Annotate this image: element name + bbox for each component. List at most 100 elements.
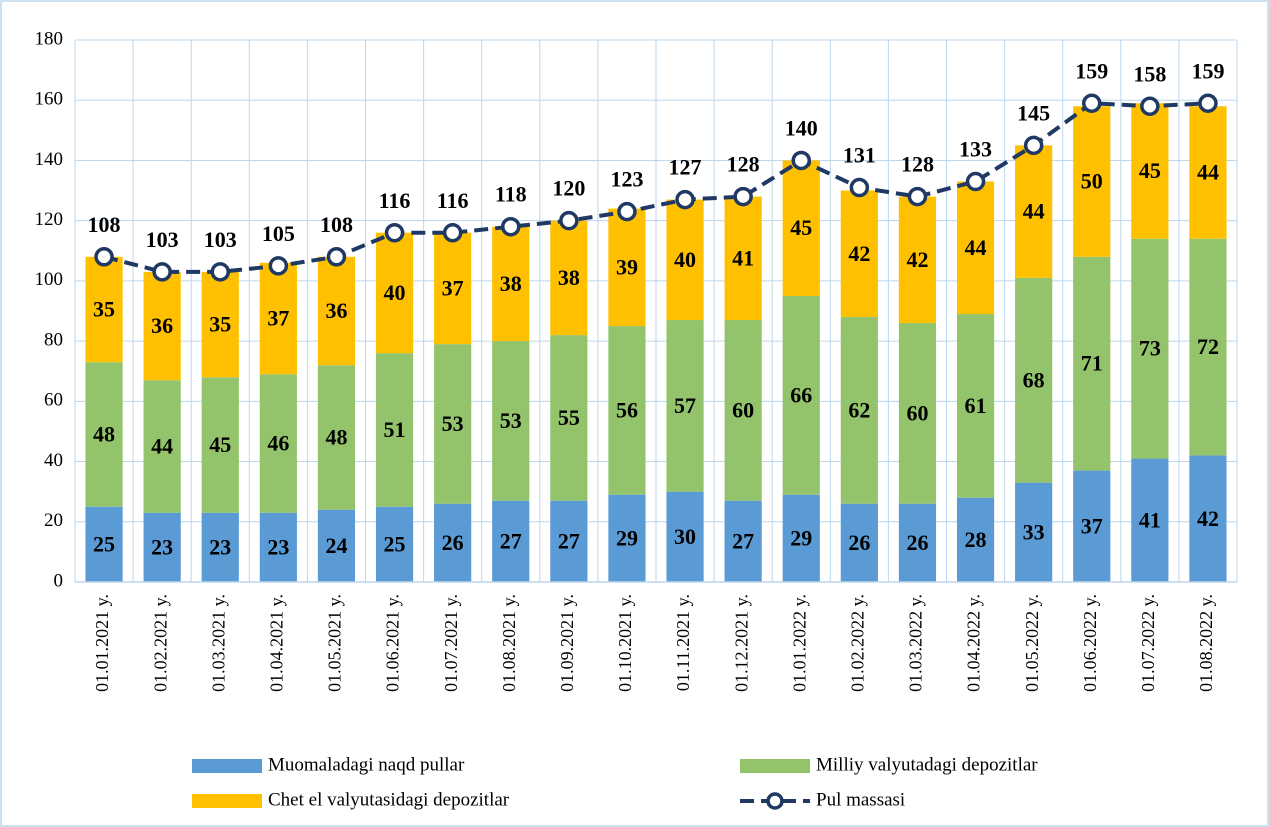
data-label: 44 [1023, 199, 1045, 224]
bar-segment [1189, 106, 1227, 239]
data-label: 37 [442, 275, 464, 300]
bar-segment [898, 503, 937, 582]
bar-segment [724, 500, 762, 582]
bar-segment [1073, 470, 1111, 582]
line-marker [617, 201, 637, 222]
data-label: 26 [906, 530, 928, 555]
x-tick-label: 01.07.2021 y. [441, 594, 461, 692]
x-tick-label: 01.02.2021 y. [150, 594, 170, 692]
bar-segment [492, 341, 530, 501]
line-marker [152, 262, 172, 282]
bar-segment [317, 509, 356, 582]
y-tick-label: 20 [44, 510, 63, 531]
total-label: 116 [437, 188, 469, 213]
line-marker [675, 189, 695, 210]
data-label: 39 [616, 254, 638, 279]
data-label: 44 [965, 235, 987, 260]
legend-label: Chet el valyutasidagi depozitlar [268, 789, 510, 810]
bar-segment [143, 512, 181, 582]
y-tick-label: 120 [35, 209, 64, 230]
data-label: 30 [674, 524, 696, 549]
data-label: 66 [790, 382, 812, 407]
bar-segment [666, 320, 704, 492]
data-label: 50 [1081, 169, 1103, 194]
data-label: 68 [1023, 367, 1045, 392]
bar-segment [492, 226, 530, 342]
data-label: 41 [732, 245, 754, 270]
bar-segment [317, 365, 356, 510]
data-label: 72 [1197, 334, 1219, 359]
data-label: 36 [151, 313, 173, 338]
data-label: 38 [500, 271, 522, 296]
data-label: 57 [674, 393, 696, 418]
bar-segment [724, 320, 762, 501]
data-label: 48 [325, 425, 347, 450]
bar-segment [143, 380, 181, 513]
data-label: 45 [209, 432, 231, 457]
line-marker [1082, 93, 1102, 113]
bar-segment [1015, 277, 1053, 483]
bar-segment [317, 256, 356, 366]
data-label: 44 [151, 434, 173, 459]
data-label: 71 [1081, 351, 1103, 376]
x-tick-label: 01.09.2021 y. [557, 594, 577, 692]
bar-segment [782, 494, 820, 582]
total-label: 103 [146, 227, 179, 252]
y-tick-label: 60 [44, 390, 63, 411]
data-label: 28 [965, 527, 987, 552]
data-label: 48 [93, 422, 115, 447]
bar-segment [608, 208, 646, 327]
line-marker [907, 186, 928, 207]
line-marker [442, 222, 463, 243]
bar-segment [550, 500, 588, 582]
bar-segment [724, 196, 762, 321]
bar-segment [143, 271, 181, 381]
bar-segment [666, 199, 704, 321]
x-tick-label: 01.06.2021 y. [383, 594, 403, 692]
total-label: 159 [1075, 58, 1108, 83]
total-label: 108 [320, 212, 353, 237]
bar-segment [956, 314, 995, 498]
bar-segment [840, 317, 878, 504]
data-label: 40 [384, 280, 406, 305]
x-tick-label: 01.06.2022 y. [1080, 594, 1100, 692]
total-label: 127 [669, 155, 702, 180]
bar-segment [782, 160, 820, 296]
data-label: 35 [93, 297, 115, 322]
data-label: 42 [1197, 506, 1219, 531]
data-label: 23 [267, 534, 289, 559]
bar-segment [201, 271, 239, 378]
data-label: 37 [267, 306, 289, 331]
x-tick-label: 01.02.2022 y. [847, 594, 867, 692]
bar-segment [840, 190, 878, 318]
x-tick-label: 01.04.2022 y. [964, 594, 984, 692]
bar-segment [259, 374, 297, 513]
data-label: 37 [1081, 513, 1103, 538]
data-label: 45 [1139, 158, 1161, 183]
data-label: 51 [384, 417, 406, 442]
line-marker [559, 210, 579, 231]
x-tick-label: 01.01.2021 y. [92, 594, 112, 692]
data-label: 40 [674, 247, 696, 272]
data-label: 42 [848, 241, 870, 266]
bar-segment [434, 344, 472, 504]
bar-segment [550, 335, 588, 501]
bar-segment [434, 503, 472, 582]
legend-marker [766, 792, 784, 810]
total-label: 105 [262, 221, 295, 246]
bar-segment [1131, 238, 1169, 459]
data-label: 62 [848, 397, 870, 422]
bar-segment [1189, 238, 1227, 456]
line-marker [1140, 96, 1160, 116]
data-label: 42 [906, 247, 928, 272]
data-label: 61 [965, 393, 987, 418]
bar-segment [956, 497, 995, 582]
line-marker [1198, 93, 1218, 113]
bar-segment [1015, 145, 1053, 278]
bar-segment [375, 232, 414, 354]
y-tick-label: 100 [35, 269, 64, 290]
y-tick-label: 160 [35, 89, 64, 110]
data-label: 36 [325, 298, 347, 323]
y-tick-label: 40 [44, 450, 63, 471]
total-label: 128 [901, 152, 934, 177]
